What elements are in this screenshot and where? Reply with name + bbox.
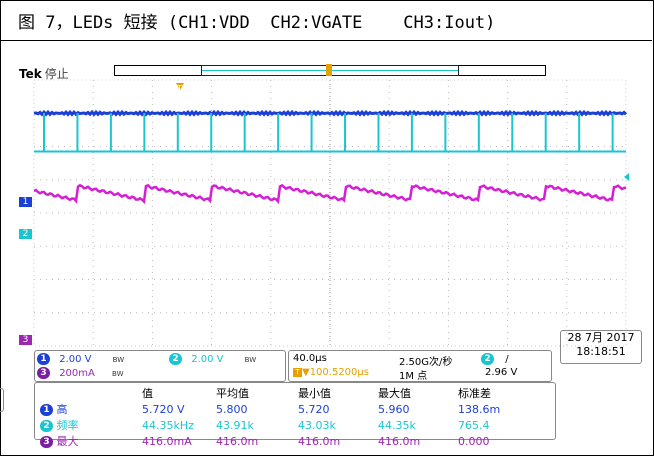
timeline-window — [201, 64, 459, 76]
header-mean: 平均值 — [216, 387, 249, 400]
date-time-box: 28 7月 2017 18:18:51 — [560, 330, 642, 364]
row-std: 765.4 — [458, 418, 490, 432]
trigger-position-letter: T — [176, 84, 182, 93]
ch2-badge: 2 — [169, 353, 182, 365]
time-label: 18:18:51 — [576, 345, 626, 358]
ch1-scale: 2.00 V — [59, 354, 92, 365]
measurement-box — [34, 382, 556, 440]
header-std: 标准差 — [458, 387, 491, 400]
row-name: 高 — [56, 403, 68, 416]
header-min: 最小值 — [298, 387, 331, 400]
record-timeline — [114, 64, 546, 76]
row-ch-badge: 2 — [40, 420, 53, 432]
row-mean: 416.0m — [216, 434, 259, 448]
row-name: 频率 — [56, 419, 79, 432]
trigger-delay: T ▼100.5200µs — [293, 367, 369, 378]
ch3-bw: BW — [112, 370, 124, 378]
row-min: 416.0m — [298, 434, 341, 448]
row-min: 5.720 — [298, 402, 330, 416]
ch3-badge: 3 — [37, 367, 50, 379]
timebase-label: 40.0µs — [293, 353, 327, 364]
record-length-label: 1M 点 — [399, 371, 428, 382]
trigger-slope-icon: / — [505, 354, 509, 365]
header-value: 值 — [142, 387, 153, 400]
ch3-waveform — [33, 183, 627, 205]
date-label: 28 7月 2017 — [567, 331, 635, 344]
row-max: 5.960 — [378, 402, 410, 416]
ch1-ground-marker: 1 — [19, 197, 32, 207]
row-min: 43.03k — [298, 418, 336, 432]
measurement-row: 1 高 5.720 V 5.800 5.720 5.960 138.6m — [34, 401, 506, 417]
header-max: 最大值 — [378, 387, 411, 400]
row-std: 0.000 — [458, 434, 490, 448]
sample-rate-label: 2.50G次/秒 — [399, 357, 453, 368]
row-name: 最大 — [56, 435, 79, 448]
figure-caption: 图 7，LEDs 短接 (CH1:VDD CH2:VGATE CH3:Iout) — [18, 13, 496, 33]
ch1-waveform — [33, 109, 628, 117]
row-mean: 5.800 — [216, 402, 248, 416]
ch2-ground-marker: 2 — [19, 229, 32, 239]
graticule — [33, 79, 627, 347]
brand-text: Tek — [19, 67, 42, 81]
ch3-scale: 200mA — [59, 368, 95, 379]
measurement-row: 2 频率 44.35kHz 43.91k 43.03k 44.35k 765.4 — [34, 417, 506, 433]
trigger-channel-badge: 2 — [481, 353, 494, 365]
brand-label: Tek 停止 — [19, 65, 69, 82]
ch1-badge: 1 — [37, 353, 50, 365]
caption-row: 图 7，LEDs 短接 (CH1:VDD CH2:VGATE CH3:Iout) — [0, 0, 652, 41]
ch2-scale: 2.00 V — [191, 354, 224, 365]
ch1-bw: BW — [112, 356, 125, 364]
ch3-ground-marker: 3 — [19, 335, 32, 345]
row-value: 416.0mA — [142, 434, 192, 448]
row-label: 3 最大 — [34, 433, 136, 449]
row-max: 416.0m — [378, 434, 421, 448]
grid-border — [33, 79, 627, 347]
row-ch-badge: 1 — [40, 404, 53, 416]
ch2-waveform — [34, 112, 626, 153]
header-spacer — [34, 385, 136, 401]
waveform-display: T — [33, 79, 629, 347]
row-std: 138.6m — [458, 402, 501, 416]
row-label: 1 高 — [34, 401, 136, 417]
measurement-header-row: 值 平均值 最小值 最大值 标准差 — [34, 385, 506, 401]
trigger-delay-icon: T — [293, 367, 302, 377]
row-value: 44.35kHz — [142, 418, 194, 432]
trigger-level-label: 2.96 V — [485, 367, 518, 378]
row-label: 2 频率 — [34, 417, 136, 433]
ch2-status: 2 2.00 V BW — [169, 353, 256, 365]
oscilloscope-screen: Tek 停止 T 1 2 3 1 2.00 V BW 2 2.00 V BW 3 — [16, 62, 629, 448]
row-mean: 43.91k — [216, 418, 254, 432]
measurement-table: 值 平均值 最小值 最大值 标准差 1 高 5.720 V 5.800 5.72… — [34, 385, 506, 449]
trigger-delay-value: ▼100.5200µs — [302, 367, 369, 378]
row-ch-badge: 3 — [40, 436, 53, 448]
trigger-source: 2 / — [481, 353, 509, 365]
left-edge-panel — [0, 388, 4, 412]
run-state-label: 停止 — [44, 67, 69, 81]
ch1-status: 1 2.00 V BW — [37, 353, 124, 365]
timeline-trigger-marker — [326, 64, 332, 76]
ch2-bw: BW — [244, 356, 257, 364]
horizontal-status-box: 40.0µs 2.50G次/秒 T ▼100.5200µs 1M 点 2 / 2.… — [288, 350, 552, 382]
trigger-position-icon — [176, 83, 184, 90]
row-max: 44.35k — [378, 418, 416, 432]
ch3-status: 3 200mA BW — [37, 367, 124, 379]
row-value: 5.720 V — [142, 402, 185, 416]
channel-status-box: 1 2.00 V BW 2 2.00 V BW 3 200mA BW — [34, 350, 286, 382]
measurement-row: 3 最大 416.0mA 416.0m 416.0m 416.0m 0.000 — [34, 433, 506, 449]
trigger-level-icon — [624, 173, 629, 181]
